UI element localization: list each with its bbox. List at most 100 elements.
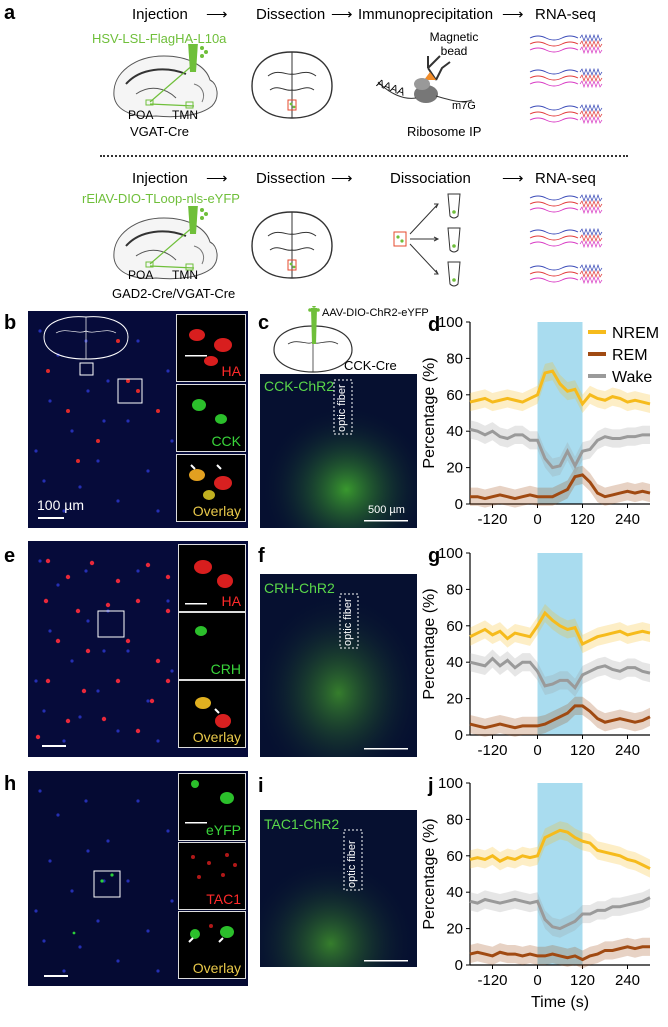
ribosome-ip-drawing [377, 55, 473, 103]
confocal-field-b [34, 316, 174, 519]
y-tick-label: 80 [446, 811, 463, 828]
y-tick-label: 60 [446, 618, 463, 635]
stimulation-period [537, 783, 583, 965]
step-dissection: Dissection [256, 6, 326, 23]
cells-red [185, 329, 232, 366]
confocal-field-h [34, 789, 174, 977]
y-tick-label: 0 [455, 496, 463, 513]
series-error-band-wake [470, 649, 650, 697]
micrograph-h: eYFP TAC1 Overlay [28, 771, 248, 986]
y-tick-label: 0 [455, 727, 463, 744]
x-tick-label: -120 [477, 972, 507, 989]
cells-red [185, 560, 233, 605]
dissociation-drawing [393, 193, 461, 287]
series-line-nrem [469, 610, 651, 647]
y-tick-label: 80 [446, 350, 463, 367]
ribosome-ip-label: Ribosome IP [407, 124, 482, 139]
step-injection: Injection [132, 6, 188, 23]
inset-label: eYFP [205, 822, 241, 838]
arrow: ⟶ [331, 6, 353, 23]
poa-label: POA [128, 108, 154, 122]
magnetic-bead-label: Magnetic bead [429, 30, 479, 58]
confocal-field-e [34, 558, 174, 747]
section-divider [100, 155, 628, 157]
legend-label-rem: REM [612, 347, 648, 364]
inset-h-overlay: Overlay [178, 911, 246, 979]
cap-label: m7G [452, 100, 476, 112]
inset-b-cck: CCK [176, 384, 246, 452]
micrograph-c: CCK-ChR2 optic fiber 500 µm [260, 374, 417, 528]
micrograph-f: CRH-ChR2 optic fiber [260, 574, 417, 757]
panel-label-c: c [258, 312, 270, 334]
y-tick-label: 60 [446, 387, 463, 404]
inset-label: CCK [211, 433, 241, 449]
inset-label: TAC1 [206, 891, 241, 907]
panel-label-b: b [4, 312, 17, 334]
x-tick-label: 0 [533, 742, 541, 759]
cells-red [191, 853, 237, 879]
panel-label-f: f [258, 545, 265, 567]
inset-h-tac1: TAC1 [178, 842, 246, 910]
step-immunoprecipitation: Immunoprecipitation [358, 6, 494, 23]
virus-label-top: HSV-LSL-FlagHA-L10a [92, 31, 227, 46]
x-tick-label: 240 [615, 972, 640, 989]
arrow: ⟶ [331, 170, 353, 187]
x-tick-label: -120 [477, 511, 507, 528]
y-tick-label: 20 [446, 921, 463, 938]
chart-d: 0 20 40 60 80 100 -120 0 120 240 Percentage (%) NRE… [421, 314, 659, 528]
tmn-label-2: TMN [172, 268, 198, 282]
y-tick-label: 100 [438, 775, 463, 792]
mouse-line-bottom: GAD2-Cre/VGAT-Cre [112, 286, 236, 301]
micrograph-i: TAC1-ChR2 optic fiber [260, 810, 417, 967]
chr2-expression-field [260, 810, 417, 967]
panel-label-a: a [4, 2, 16, 24]
optic-fiber-label: optic fiber [342, 598, 354, 646]
step-dissociation: Dissociation [390, 170, 471, 187]
y-tick-label: 40 [446, 884, 463, 901]
series-error-band-nrem [470, 821, 650, 878]
panel-label-i: i [258, 775, 264, 797]
coronal-brain-bottom [251, 211, 333, 279]
inset-label: CRH [210, 661, 241, 677]
series-error-band-rem [470, 937, 650, 969]
y-tick-label: 20 [446, 460, 463, 477]
series-line-rem [469, 704, 651, 730]
panel-label-j: j [428, 775, 434, 797]
y-tick-label: 100 [438, 545, 463, 562]
step-rnaseq-2: RNA-seq [535, 170, 596, 187]
panel-label-h: h [4, 773, 17, 795]
step-dissection-2: Dissection [256, 170, 326, 187]
x-tick-label: 120 [570, 511, 595, 528]
x-tick-label: 240 [615, 742, 640, 759]
optic-fiber-label: optic fiber [336, 384, 348, 432]
cells-overlay [188, 924, 234, 943]
chr2-expression-field [260, 374, 417, 528]
y-axis-label: Percentage (%) [421, 818, 438, 929]
x-tick-label: 120 [570, 742, 595, 759]
x-tick-label: 240 [615, 511, 640, 528]
cells-overlay [195, 697, 231, 728]
y-tick-label: 60 [446, 848, 463, 865]
y-tick-label: 80 [446, 581, 463, 598]
legend-label-wake: Wake [612, 369, 652, 386]
x-tick-label: -120 [477, 742, 507, 759]
cells-green [185, 780, 234, 824]
series-line-wake [469, 656, 651, 691]
chart-g: 0 20 40 60 80 100 -120 0 120 240 Percentage (%) [421, 545, 651, 759]
inset-label: Overlay [192, 503, 241, 519]
virus-label-bottom: rElAV-DIO-TLoop-nls-eYFP [82, 191, 240, 206]
series-line-wake [469, 896, 651, 931]
x-axis-label: Time (s) [531, 994, 589, 1011]
legend-label-nrem: NREM [612, 325, 659, 342]
sagittal-brain-bottom [113, 206, 218, 280]
inset-h-eyfp: eYFP [178, 773, 246, 841]
y-tick-label: 40 [446, 423, 463, 440]
chart-j: 0 20 40 60 80 100 -120 0 120 240 Percentage (%) Tim… [421, 775, 651, 1011]
micrograph-e: HA CRH Overlay [28, 541, 248, 757]
arrow: ⟶ [206, 170, 228, 187]
series-line-nrem [469, 369, 651, 407]
y-tick-label: 0 [455, 957, 463, 974]
opto-label-f: CRH-ChR2 [264, 580, 335, 596]
cells-overlay [189, 464, 232, 500]
series-line-wake [469, 427, 650, 470]
